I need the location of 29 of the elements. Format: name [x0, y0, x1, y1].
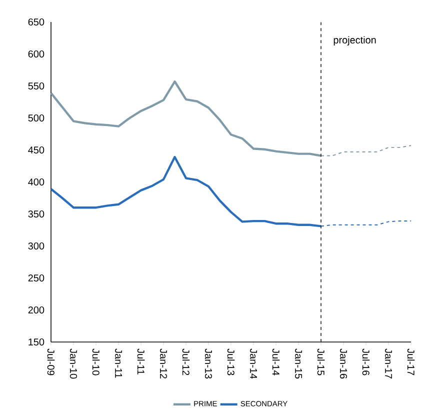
y-tick-label: 250: [28, 274, 44, 282]
x-tick-label: Jul-14: [272, 348, 280, 376]
y-tick-label: 200: [28, 306, 44, 314]
y-tick-label: 400: [28, 178, 44, 186]
x-tick-label: Jan-16: [340, 348, 348, 379]
x-tick-label: Jul-09: [47, 348, 55, 376]
y-tick-label: 300: [28, 242, 44, 250]
x-tick-label: Jan-13: [204, 348, 212, 379]
x-tick-label: Jul-10: [92, 348, 100, 376]
y-tick-label: 350: [28, 210, 44, 218]
y-tick-label: 450: [28, 146, 44, 154]
x-tick-label: Jul-15: [317, 348, 325, 376]
x-tick-label: Jul-16: [362, 348, 370, 376]
x-tick-label: Jan-11: [115, 348, 122, 378]
ref-line-label: projection: [334, 36, 376, 46]
y-tick-label: 500: [28, 114, 44, 122]
x-tick-label: Jul-17: [407, 348, 415, 376]
x-tick-label: Jul-13: [227, 348, 235, 376]
y-tick-label: 550: [28, 82, 44, 90]
x-tick-label: Jan-17: [385, 348, 392, 378]
x-tick-label: Jan-14: [250, 348, 257, 379]
y-tick-label: 600: [28, 50, 44, 58]
x-tick-label: Jan-12: [160, 348, 168, 378]
y-tick-label: 650: [28, 18, 44, 26]
x-tick-label: Jul-11: [137, 348, 145, 374]
x-tick-label: Jan-15: [295, 348, 302, 379]
y-tick-label: 150: [28, 338, 44, 346]
x-tick-label: Jan-10: [70, 348, 78, 379]
x-tick-label: Jul-12: [182, 348, 190, 376]
